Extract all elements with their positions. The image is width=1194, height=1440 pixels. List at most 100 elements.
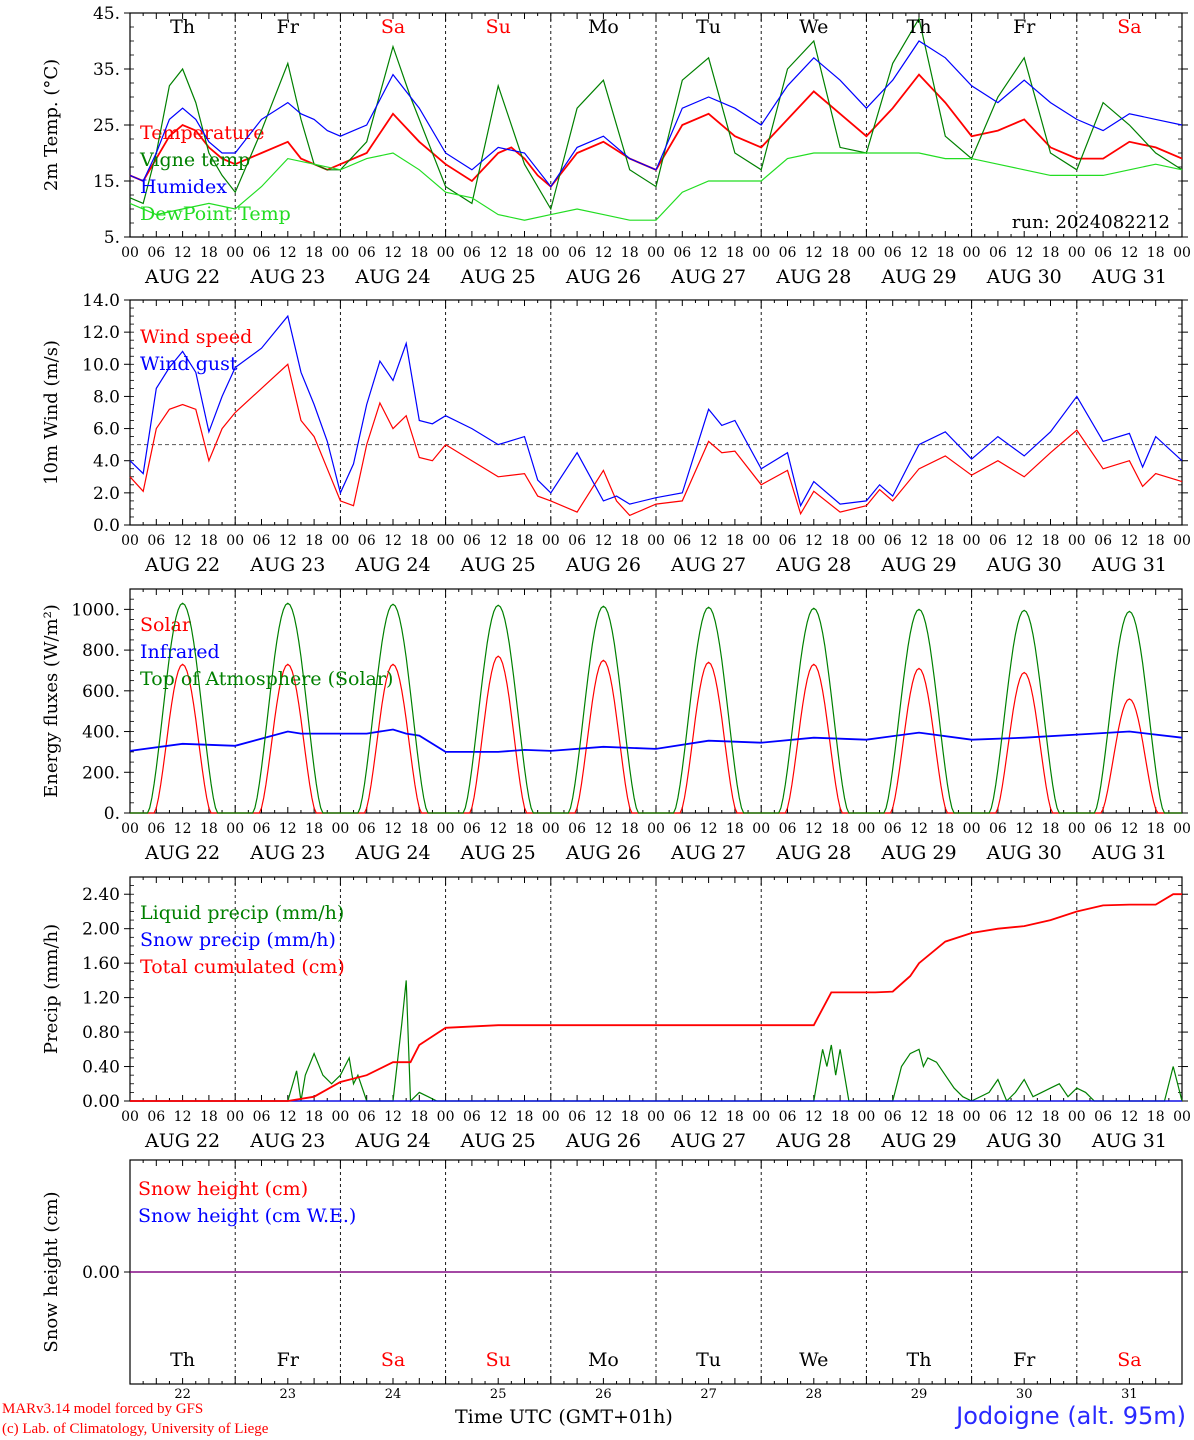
hour-tick-label: 06 <box>779 245 797 261</box>
hour-tick-label: 06 <box>463 245 481 261</box>
precip-panel: 0.00 0.40 0.80 1.20 1.60 2.00 2.40 Precip (mm/h… <box>41 876 1191 1152</box>
day-number-label: 23 <box>280 1387 297 1402</box>
y-tick-label: 0.0 <box>93 516 120 536</box>
date-label: AUG 28 <box>775 1130 851 1152</box>
hour-tick-label: 12 <box>384 533 402 549</box>
hour-tick-label: 00 <box>647 533 665 549</box>
hour-tick-label: 00 <box>121 245 139 261</box>
hour-tick-label: 00 <box>963 1109 981 1125</box>
date-label: AUG 27 <box>670 554 746 576</box>
hour-tick-label: 12 <box>1015 533 1033 549</box>
y-axis-label: Snow height (cm) <box>41 1191 62 1352</box>
date-label: AUG 29 <box>880 554 956 576</box>
hour-tick-label: 00 <box>1068 1109 1086 1125</box>
hour-tick-label: 18 <box>936 1109 954 1125</box>
hour-tick-label: 12 <box>384 821 402 837</box>
hour-tick-label: 00 <box>857 533 875 549</box>
hour-tick-label: 12 <box>1120 533 1138 549</box>
y-tick-label: 800. <box>82 641 120 661</box>
date-label: AUG 25 <box>460 266 536 288</box>
hour-tick-label: 00 <box>331 1109 349 1125</box>
hour-tick-label: 18 <box>1042 245 1060 261</box>
date-label: AUG 29 <box>880 266 956 288</box>
hour-tick-label: 06 <box>989 245 1007 261</box>
hour-tick-label: 18 <box>200 1109 218 1125</box>
hour-tick-label: 12 <box>489 533 507 549</box>
hour-tick-label: 18 <box>410 1109 428 1125</box>
day-of-week-label: We <box>799 1349 828 1371</box>
hour-tick-label: 00 <box>647 245 665 261</box>
date-label: AUG 26 <box>565 1130 641 1152</box>
snow-panel: 0.00 Snow height (cm) Snow height (cm) Snow… <box>41 1159 1188 1385</box>
y-tick-label: 12.0 <box>82 323 120 343</box>
hour-tick-label: 12 <box>279 1109 297 1125</box>
hour-tick-label: 12 <box>384 1109 402 1125</box>
hour-tick-label: 00 <box>752 245 770 261</box>
y-tick-label: 10.0 <box>82 355 120 375</box>
y-tick-label: 2.0 <box>93 484 120 504</box>
hour-tick-label: 06 <box>147 533 165 549</box>
date-label: AUG 23 <box>249 266 325 288</box>
hour-tick-label: 12 <box>805 821 823 837</box>
hour-tick-label: 06 <box>779 533 797 549</box>
hour-tick-label: 12 <box>700 245 718 261</box>
hour-tick-label: 18 <box>831 245 849 261</box>
series-line-infrared <box>129 728 1183 753</box>
hour-tick-label: 18 <box>305 245 323 261</box>
date-label: AUG 24 <box>354 266 430 288</box>
series-line-vigne-temp <box>129 16 1183 211</box>
hour-tick-label: 12 <box>174 821 192 837</box>
hour-tick-label: 00 <box>857 821 875 837</box>
y-tick-label: 0.00 <box>82 1263 120 1283</box>
hour-tick-label: 00 <box>226 821 244 837</box>
day-number-label: 29 <box>911 1387 928 1402</box>
legend-entry: Snow height (cm W.E.) <box>138 1205 356 1227</box>
day-of-week-label: Th <box>170 16 195 38</box>
hour-tick-label: 06 <box>253 245 271 261</box>
hour-tick-label: 06 <box>147 1109 165 1125</box>
hour-tick-label: 12 <box>489 245 507 261</box>
hour-tick-label: 00 <box>1173 821 1191 837</box>
hour-tick-label: 06 <box>568 533 586 549</box>
hour-tick-label: 00 <box>121 1109 139 1125</box>
hour-tick-label: 12 <box>910 533 928 549</box>
day-of-week-label: Fr <box>1013 16 1036 38</box>
hour-tick-label: 06 <box>1094 245 1112 261</box>
hour-tick-label: 06 <box>673 821 691 837</box>
y-tick-label: 15. <box>93 172 120 192</box>
hour-tick-label: 06 <box>253 533 271 549</box>
y-tick-label: 1000. <box>71 600 120 620</box>
day-of-week-label: Fr <box>277 1349 300 1371</box>
day-of-week-label: Sa <box>1117 16 1141 38</box>
date-label: AUG 23 <box>249 554 325 576</box>
date-label: AUG 30 <box>986 554 1062 576</box>
y-tick-label: 1.20 <box>82 989 120 1009</box>
day-of-week-label: Fr <box>1013 1349 1036 1371</box>
day-of-week-label: Th <box>907 1349 932 1371</box>
date-label: AUG 24 <box>354 554 430 576</box>
hour-tick-label: 12 <box>174 533 192 549</box>
plot-frame <box>129 588 1183 814</box>
date-label: AUG 24 <box>354 1130 430 1152</box>
hour-tick-label: 06 <box>147 245 165 261</box>
hour-tick-label: 00 <box>752 821 770 837</box>
day-number-label: 30 <box>1016 1387 1033 1402</box>
hour-tick-label: 00 <box>437 245 455 261</box>
y-tick-label: 1.60 <box>82 954 120 974</box>
hour-tick-label: 00 <box>226 245 244 261</box>
hour-tick-label: 12 <box>384 245 402 261</box>
series-line-wind-speed <box>129 363 1183 517</box>
hour-tick-label: 18 <box>410 245 428 261</box>
day-of-week-label: Mo <box>588 1349 619 1371</box>
day-of-week-label: Su <box>486 16 511 38</box>
y-tick-label: 5. <box>104 228 120 248</box>
legend-entry: Snow height (cm) <box>138 1178 308 1200</box>
legend-entry: Liquid precip (mm/h) <box>140 902 344 924</box>
y-axis-label: Precip (mm/h) <box>41 924 62 1054</box>
y-tick-label: 200. <box>82 763 120 783</box>
temperature-panel: 5. 15. 25. 35. 45. 2m Temp. (°C) Temperature Vi… <box>41 4 1191 288</box>
day-number-label: 31 <box>1121 1387 1138 1402</box>
hour-tick-label: 18 <box>1042 821 1060 837</box>
hour-tick-label: 06 <box>673 533 691 549</box>
hour-tick-label: 12 <box>489 1109 507 1125</box>
